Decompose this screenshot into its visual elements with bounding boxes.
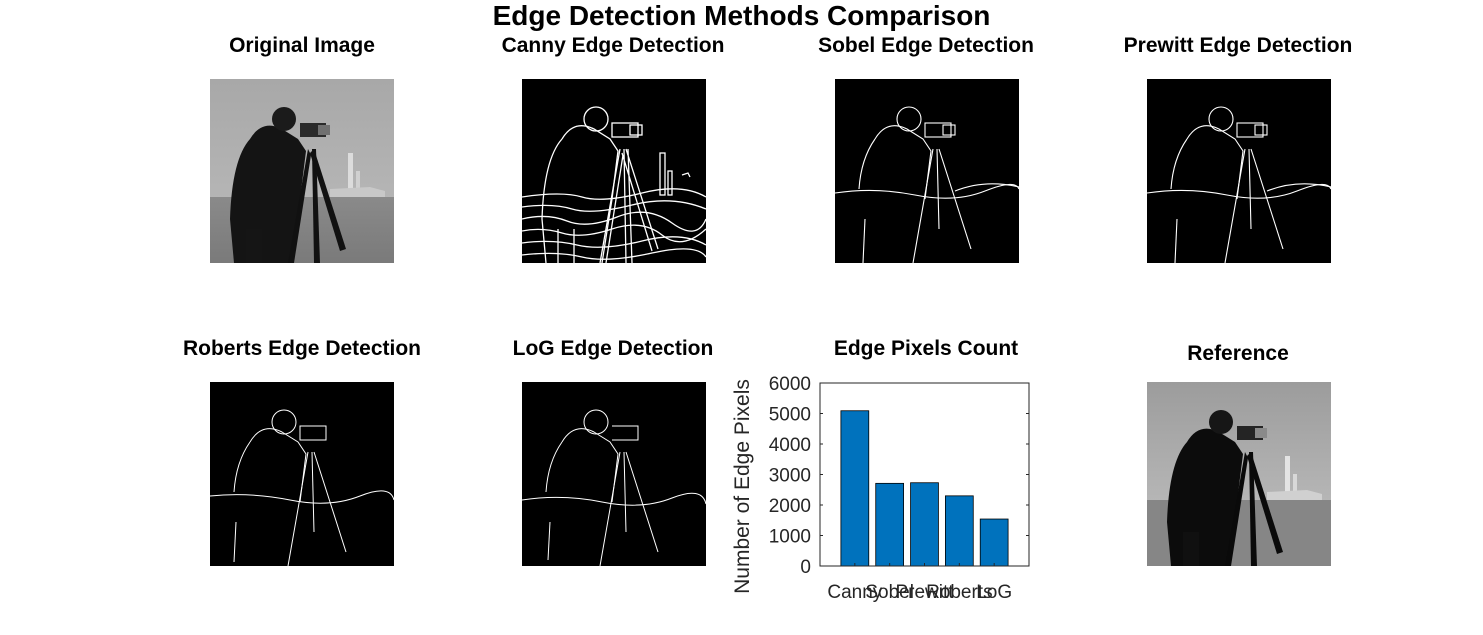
panel-title-prewitt: Prewitt Edge Detection <box>1123 34 1353 57</box>
y-tick-label: 5000 <box>769 405 811 426</box>
x-tick-label: Sobel <box>865 582 914 603</box>
y-tick-label: 3000 <box>769 466 811 487</box>
original-image <box>210 79 394 263</box>
y-tick-label: 0 <box>800 557 811 578</box>
panel-title-sobel: Sobel Edge Detection <box>818 34 1034 57</box>
figure-title: Edge Detection Methods Comparison <box>492 0 991 31</box>
x-tick-label: Roberts <box>926 582 993 603</box>
panel-title-edge-count: Edge Pixels Count <box>833 337 1019 360</box>
y-axis-label: Number of Edge Pixels <box>731 379 754 594</box>
x-tick-label: Canny <box>827 582 882 603</box>
prewitt-edge-image <box>1147 79 1331 263</box>
panel-title-log: LoG Edge Detection <box>512 337 714 360</box>
bar-sobel <box>875 482 905 567</box>
y-tick-label: 2000 <box>769 496 811 517</box>
y-tick-label: 1000 <box>769 527 811 548</box>
x-tick-label: LoG <box>976 582 1012 603</box>
canny-edge-image <box>522 79 706 263</box>
bar-canny <box>840 410 870 567</box>
panel-title-canny: Canny Edge Detection <box>501 34 725 57</box>
bar-prewitt <box>910 482 939 567</box>
reference-image <box>1147 382 1331 566</box>
bar-roberts <box>944 495 974 567</box>
x-tick-label: Prewitt <box>895 582 954 603</box>
log-edge-image <box>522 382 706 566</box>
bar-log <box>979 518 1009 567</box>
y-tick-label: 6000 <box>769 374 811 395</box>
panel-title-original: Original Image <box>229 34 375 57</box>
panel-title-reference: Reference <box>1187 342 1289 365</box>
panel-title-roberts: Roberts Edge Detection <box>182 337 422 360</box>
y-tick-label: 4000 <box>769 435 811 456</box>
sobel-edge-image <box>835 79 1019 263</box>
roberts-edge-image <box>210 382 394 566</box>
